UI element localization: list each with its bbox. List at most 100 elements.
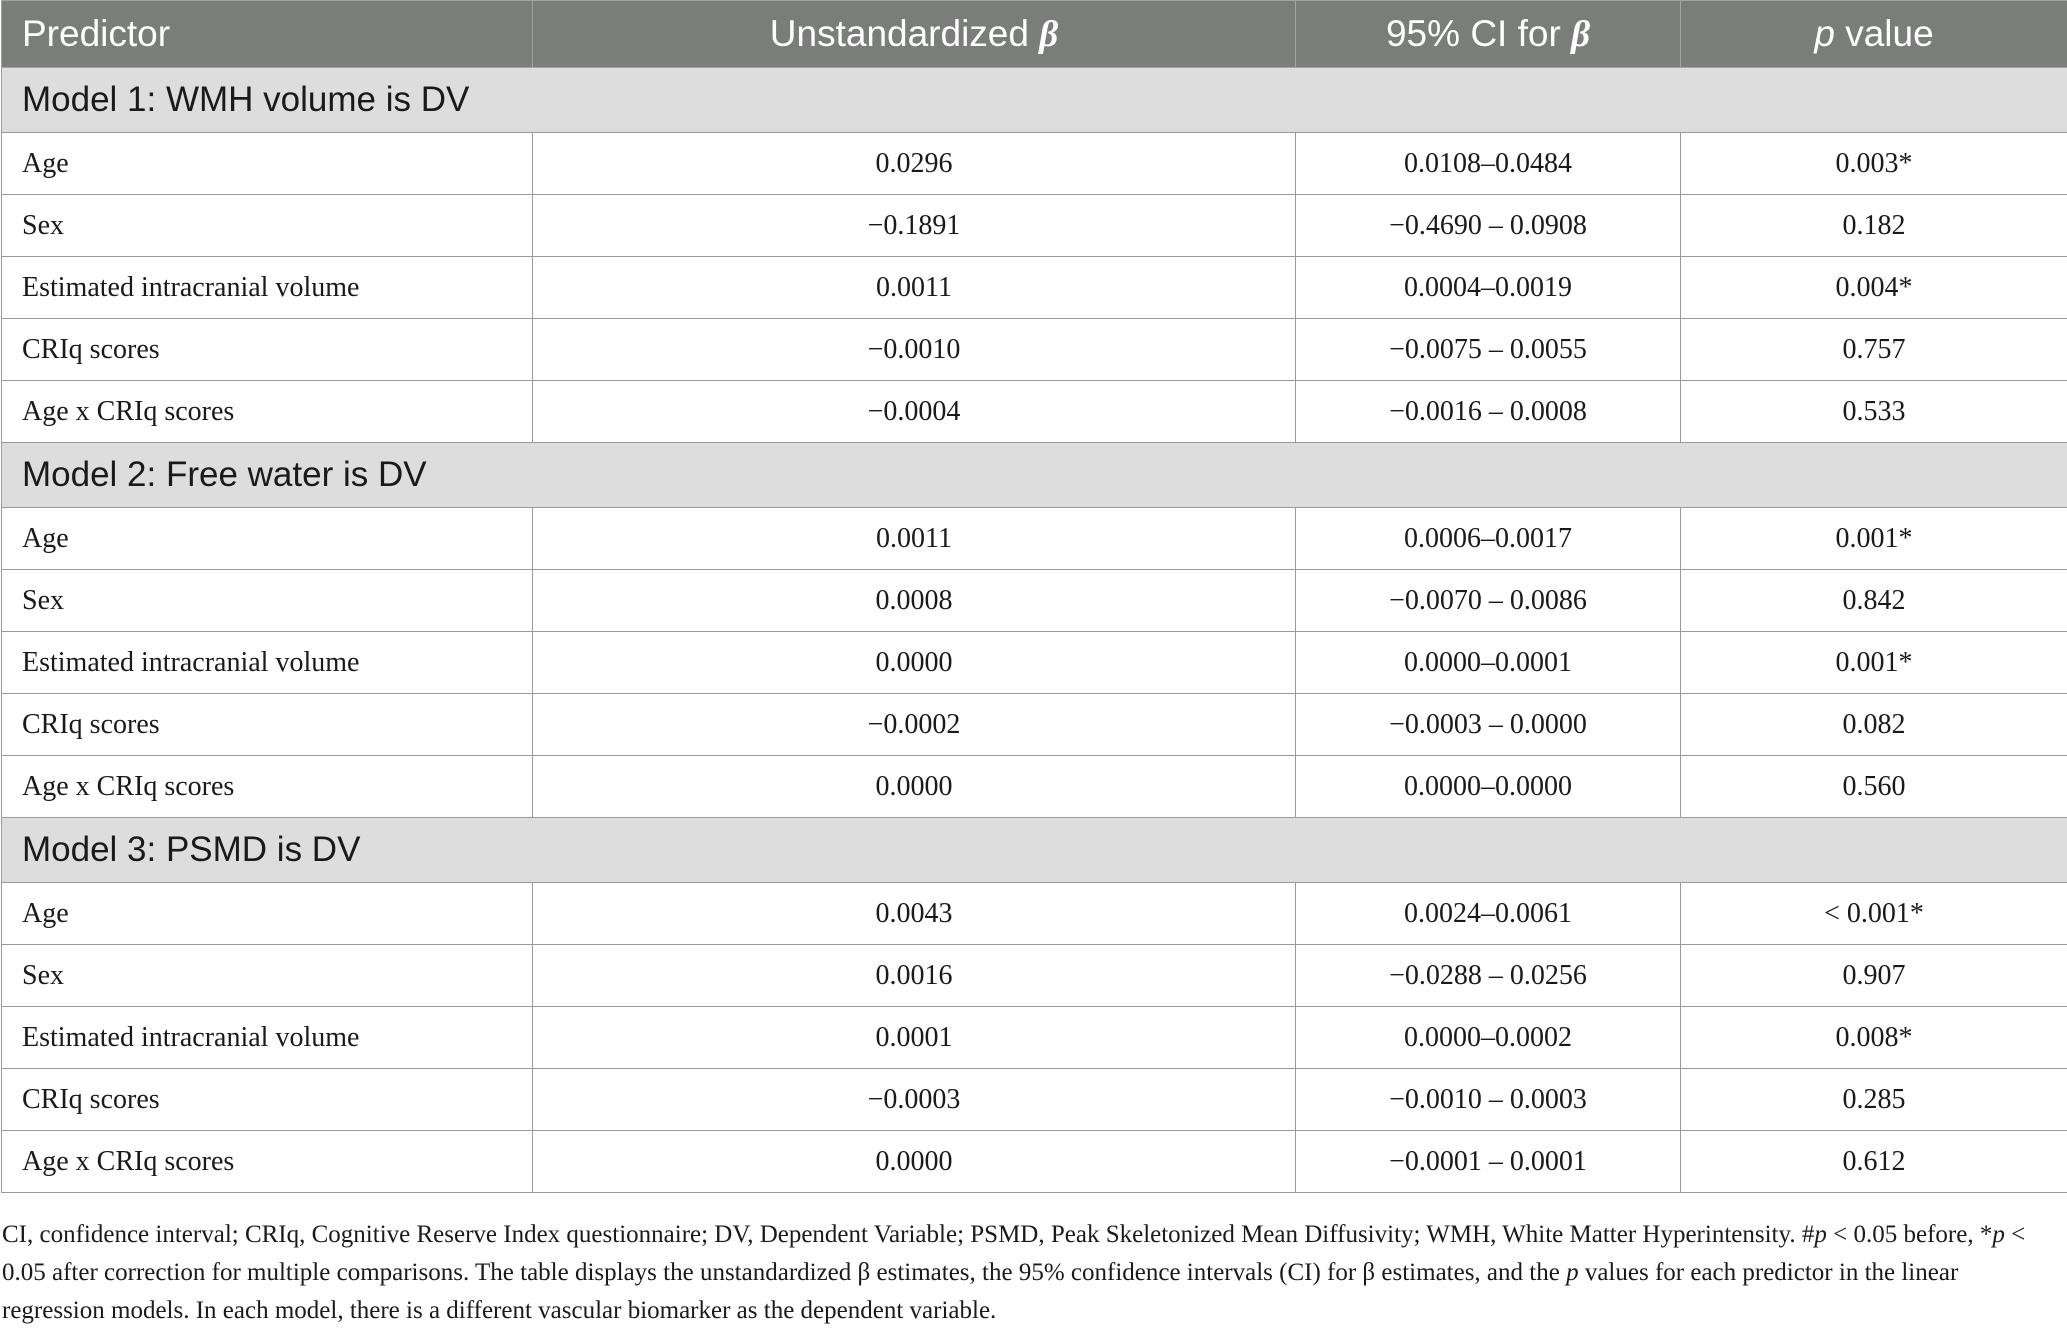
cell-beta: 0.0001	[532, 1006, 1296, 1069]
header-predictor-label: Predictor	[22, 13, 171, 54]
header-beta-symbol: β	[1039, 13, 1059, 55]
cell-ci: −0.0003 – 0.0000	[1295, 693, 1681, 756]
cell-ci: 0.0024–0.0061	[1295, 882, 1681, 945]
cell-predictor: Sex	[1, 194, 533, 257]
cell-predictor: CRIq scores	[1, 1068, 533, 1131]
table-row: Sex 0.0016 −0.0288 – 0.0256 0.907	[1, 944, 2067, 1007]
cell-beta: −0.0010	[532, 318, 1296, 381]
cell-ci: −0.0016 – 0.0008	[1295, 380, 1681, 443]
cell-ci: −0.4690 – 0.0908	[1295, 194, 1681, 257]
model-section-row: Model 3: PSMD is DV	[1, 817, 2067, 883]
cell-predictor: Sex	[1, 944, 533, 1007]
cell-ci: 0.0108–0.0484	[1295, 132, 1681, 195]
model-title: Model 1: WMH volume is DV	[1, 67, 2067, 133]
cell-beta: 0.0011	[532, 256, 1296, 319]
cell-beta: −0.0002	[532, 693, 1296, 756]
cell-predictor: Age x CRIq scores	[1, 755, 533, 818]
cell-predictor: Estimated intracranial volume	[1, 1006, 533, 1069]
cell-beta: 0.0000	[532, 1130, 1296, 1193]
cell-predictor: Estimated intracranial volume	[1, 256, 533, 319]
cell-ci: −0.0288 – 0.0256	[1295, 944, 1681, 1007]
cell-beta: 0.0011	[532, 507, 1296, 570]
table-row: Sex 0.0008 −0.0070 – 0.0086 0.842	[1, 569, 2067, 632]
cell-ci: 0.0006–0.0017	[1295, 507, 1681, 570]
cell-p-value: 0.285	[1680, 1068, 2067, 1131]
header-p-symbol: p	[1814, 13, 1835, 54]
footnote-text-4: values for each predictor in the linear …	[2, 1259, 1959, 1324]
table-row: CRIq scores −0.0003 −0.0010 – 0.0003 0.2…	[1, 1068, 2067, 1131]
cell-beta: 0.0043	[532, 882, 1296, 945]
header-row: Predictor Unstandardized β 95% CI for β …	[1, 0, 2067, 68]
cell-beta: −0.0004	[532, 380, 1296, 443]
table-header: Predictor Unstandardized β 95% CI for β …	[1, 0, 2067, 68]
header-ci-prefix: 95% CI for	[1385, 12, 1572, 54]
table-row: CRIq scores −0.0010 −0.0075 – 0.0055 0.7…	[1, 318, 2067, 381]
table-row: Estimated intracranial volume 0.0000 0.0…	[1, 631, 2067, 694]
header-beta-prefix: Unstandardized	[769, 12, 1040, 54]
cell-p-value: 0.182	[1680, 194, 2067, 257]
cell-ci: −0.0001 – 0.0001	[1295, 1130, 1681, 1193]
cell-p-value: 0.612	[1680, 1130, 2067, 1193]
table-row: CRIq scores −0.0002 −0.0003 – 0.0000 0.0…	[1, 693, 2067, 756]
cell-ci: 0.0000–0.0000	[1295, 755, 1681, 818]
table-row: Age x CRIq scores −0.0004 −0.0016 – 0.00…	[1, 380, 2067, 443]
cell-predictor: Age x CRIq scores	[1, 380, 533, 443]
table-row: Estimated intracranial volume 0.0011 0.0…	[1, 256, 2067, 319]
cell-p-value: 0.907	[1680, 944, 2067, 1007]
cell-p-value: 0.842	[1680, 569, 2067, 632]
table-body: Model 1: WMH volume is DV Age 0.0296 0.0…	[1, 67, 2067, 1193]
cell-beta: 0.0008	[532, 569, 1296, 632]
table-footnote: CI, confidence interval; CRIq, Cognitive…	[2, 1216, 2042, 1330]
header-ci-symbol: β	[1571, 13, 1591, 55]
header-p-value: p value	[1680, 0, 2067, 68]
cell-predictor: CRIq scores	[1, 318, 533, 381]
cell-ci: −0.0075 – 0.0055	[1295, 318, 1681, 381]
cell-p-value: 0.001*	[1680, 507, 2067, 570]
cell-p-value: 0.001*	[1680, 631, 2067, 694]
table-row: Estimated intracranial volume 0.0001 0.0…	[1, 1006, 2067, 1069]
header-ci: 95% CI for β	[1295, 0, 1681, 68]
cell-beta: 0.0296	[532, 132, 1296, 195]
footnote-text-1: CI, confidence interval; CRIq, Cognitive…	[2, 1221, 1815, 1248]
table-row: Age 0.0043 0.0024–0.0061 < 0.001*	[1, 882, 2067, 945]
cell-predictor: Age	[1, 507, 533, 570]
cell-p-value: 0.003*	[1680, 132, 2067, 195]
cell-p-value: 0.004*	[1680, 256, 2067, 319]
cell-p-value: 0.560	[1680, 755, 2067, 818]
table-row: Sex −0.1891 −0.4690 – 0.0908 0.182	[1, 194, 2067, 257]
cell-p-value: 0.757	[1680, 318, 2067, 381]
cell-ci: 0.0000–0.0002	[1295, 1006, 1681, 1069]
header-p-suffix: value	[1834, 13, 1934, 54]
header-beta: Unstandardized β	[532, 0, 1296, 68]
cell-ci: 0.0004–0.0019	[1295, 256, 1681, 319]
table-row: Age 0.0296 0.0108–0.0484 0.003*	[1, 132, 2067, 195]
regression-table: Predictor Unstandardized β 95% CI for β …	[1, 0, 2067, 1193]
cell-beta: 0.0000	[532, 755, 1296, 818]
cell-predictor: Sex	[1, 569, 533, 632]
table-row: Age x CRIq scores 0.0000 0.0000–0.0000 0…	[1, 755, 2067, 818]
model-title: Model 2: Free water is DV	[1, 442, 2067, 508]
cell-p-value: 0.533	[1680, 380, 2067, 443]
table-row: Age x CRIq scores 0.0000 −0.0001 – 0.000…	[1, 1130, 2067, 1193]
footnote-text-3: < 0.05 after correction for multiple com…	[2, 1221, 2026, 1286]
footnote-p-1: p	[1814, 1221, 1827, 1248]
cell-p-value: 0.082	[1680, 693, 2067, 756]
cell-ci: −0.0010 – 0.0003	[1295, 1068, 1681, 1131]
cell-predictor: Age	[1, 132, 533, 195]
model-section-row: Model 2: Free water is DV	[1, 442, 2067, 508]
model-title: Model 3: PSMD is DV	[1, 817, 2067, 883]
header-predictor: Predictor	[1, 0, 533, 68]
cell-beta: −0.1891	[532, 194, 1296, 257]
cell-p-value: < 0.001*	[1680, 882, 2067, 945]
cell-predictor: Estimated intracranial volume	[1, 631, 533, 694]
cell-ci: 0.0000–0.0001	[1295, 631, 1681, 694]
cell-predictor: Age	[1, 882, 533, 945]
footnote-p-3: p	[1566, 1259, 1579, 1286]
table-row: Age 0.0011 0.0006–0.0017 0.001*	[1, 507, 2067, 570]
cell-predictor: Age x CRIq scores	[1, 1130, 533, 1193]
cell-beta: 0.0000	[532, 631, 1296, 694]
footnote-text-2: < 0.05 before, *	[1826, 1221, 1993, 1248]
cell-predictor: CRIq scores	[1, 693, 533, 756]
cell-beta: −0.0003	[532, 1068, 1296, 1131]
